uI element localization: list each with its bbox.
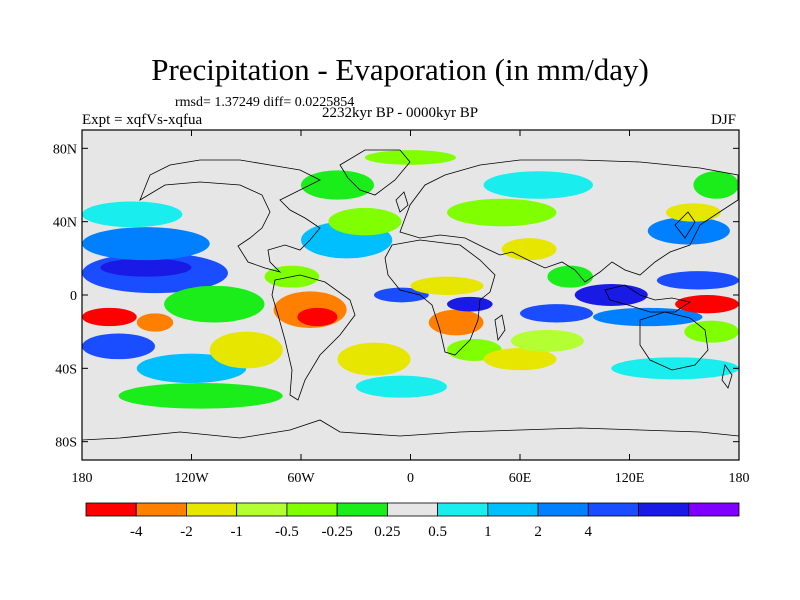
field-region-23 (447, 296, 493, 312)
field-regions (82, 150, 739, 409)
coast-south-america (271, 274, 356, 401)
colorbar-label-0: -4 (130, 524, 143, 540)
coast-japan (674, 211, 696, 239)
colorbar-box-7 (437, 502, 489, 517)
field-region-21 (410, 276, 484, 296)
field-region-37 (656, 271, 739, 290)
field-region-10 (209, 331, 283, 369)
colorbar-box-3 (236, 502, 288, 517)
field-region-36 (666, 203, 721, 222)
colorbar-box-8 (487, 502, 539, 517)
field-region-12 (297, 307, 338, 327)
y-tick-label-0: 80N (53, 142, 77, 157)
field-region-20 (374, 287, 429, 303)
field-region-22 (428, 309, 484, 336)
field-region-27 (483, 171, 593, 199)
field-region-3 (100, 258, 192, 277)
colorbar-box-4 (286, 502, 338, 517)
experiment-label: Expt = xqfVs-xqfua (82, 112, 203, 128)
colorbar-box-6 (386, 502, 439, 517)
coast-madagascar (494, 314, 506, 342)
field-region-7 (82, 333, 155, 360)
chart-title: Precipitation - Evaporation (in mm/day) (151, 52, 649, 87)
colorbar-box-1 (135, 502, 187, 517)
colorbar-box-9 (537, 502, 589, 517)
colorbar-box-10 (587, 502, 639, 517)
field-region-40 (611, 357, 739, 380)
season-label: DJF (711, 112, 737, 128)
colorbar-label-6: 0.5 (428, 524, 447, 540)
x-tick-label-4: 60E (509, 471, 532, 486)
x-tick-label-1: 120W (174, 471, 209, 486)
coastlines (82, 149, 739, 460)
field-region-28 (501, 238, 557, 261)
x-tick-label-6: 180 (729, 471, 750, 486)
y-tick-label-1: 40N (53, 216, 77, 231)
coast-north-america (139, 159, 321, 273)
field-region-31 (547, 265, 593, 288)
field-region-6 (164, 285, 265, 323)
colorbar-label-3: -0.5 (275, 524, 299, 540)
field-region-38 (675, 295, 739, 314)
colorbar-label-5: 0.25 (374, 524, 400, 540)
field-region-17 (364, 150, 457, 165)
x-tick-label-5: 120E (615, 471, 645, 486)
coast-uk (395, 191, 409, 213)
colorbar-box-11 (638, 502, 690, 517)
field-region-1 (136, 313, 174, 332)
period-label: 2232kyr BP - 0000kyr BP (322, 105, 479, 121)
coast-new-zealand (721, 364, 733, 389)
colorbar-label-8: 2 (534, 524, 542, 540)
stats-label: rmsd= 1.37249 diff= 0.0225854 (175, 95, 355, 110)
colorbar-label-4: -0.25 (322, 524, 353, 540)
colorbar-label-2: -1 (230, 524, 243, 540)
field-region-33 (593, 307, 703, 327)
field-region-0 (82, 307, 137, 327)
field-region-16 (301, 170, 374, 200)
colorbar-box-0 (85, 502, 137, 517)
coast-australia (639, 311, 709, 371)
colorbar-box-5 (336, 502, 388, 517)
colorbar-label-7: 1 (484, 524, 492, 540)
colorbar-box-12 (688, 502, 740, 517)
field-region-30 (510, 329, 584, 352)
field-region-25 (483, 348, 557, 371)
field-region-18 (337, 342, 411, 376)
x-tick-label-3: 0 (407, 471, 414, 486)
coast-greenland (339, 149, 411, 196)
y-tick-label-2: 0 (70, 289, 77, 304)
colorbar-box-2 (186, 502, 238, 517)
colorbar-label-9: 4 (585, 524, 593, 540)
field-region-39 (684, 320, 739, 343)
field-region-9 (118, 383, 283, 409)
coast-indonesia (604, 284, 692, 313)
field-region-15 (328, 207, 402, 236)
y-tick-label-4: 80S (55, 436, 77, 451)
colorbar-label-1: -2 (180, 524, 193, 540)
field-region-35 (647, 217, 730, 245)
x-tick-label-0: 180 (72, 471, 93, 486)
field-region-41 (693, 171, 739, 199)
field-region-34 (602, 247, 676, 270)
axis-ticks: 180 120W 60W 0 60E 120E 180 80N 40N 0 40S 80S (53, 130, 750, 486)
y-tick-label-3: 40S (55, 362, 77, 377)
field-region-5 (82, 201, 183, 228)
field-region-4 (82, 227, 210, 261)
field-region-26 (447, 198, 557, 227)
field-region-19 (355, 375, 447, 398)
coast-antarctica (82, 419, 739, 460)
field-region-32 (574, 284, 648, 306)
colorbar: -4 -2 -1 -0.5 -0.25 0.25 0.5 1 2 4 (85, 502, 740, 540)
field-region-29 (520, 304, 593, 323)
coast-africa (384, 239, 496, 356)
coast-eurasia (399, 159, 739, 283)
x-tick-label-2: 60W (287, 471, 315, 486)
